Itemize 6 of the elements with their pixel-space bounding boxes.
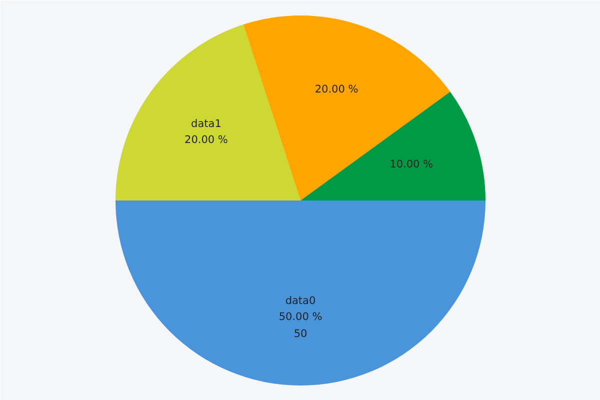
data-label: 10.00 % bbox=[390, 158, 434, 170]
data-label: 20.00 % bbox=[314, 84, 358, 96]
data-label: 20.00 % bbox=[184, 134, 228, 146]
data-label: 50.00 % 50 bbox=[278, 311, 322, 340]
slice-label: data0 bbox=[285, 295, 316, 308]
slice-label: data1 bbox=[191, 118, 222, 130]
